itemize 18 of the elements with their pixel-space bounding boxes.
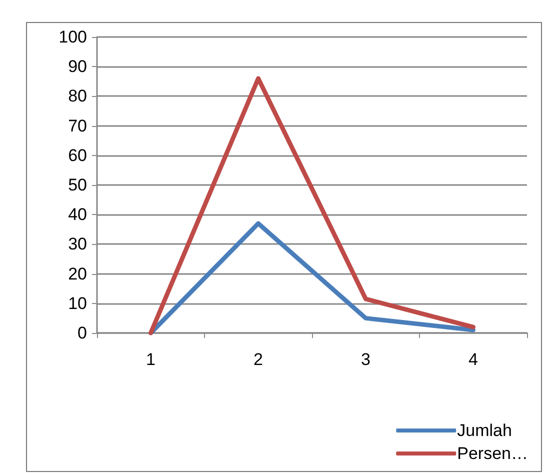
y-tick-label: 80	[68, 86, 87, 106]
y-tick-label: 0	[78, 324, 87, 342]
y-tick-label: 60	[68, 146, 87, 165]
y-tick-label: 40	[68, 205, 87, 224]
y-tick-label: 50	[68, 176, 87, 194]
x-tick-label: 1	[146, 350, 156, 369]
y-tick-label: 90	[68, 57, 87, 76]
y-tick-label: 30	[68, 234, 87, 254]
y-tick-label: 100	[58, 28, 87, 46]
x-tick-label: 3	[361, 350, 370, 369]
y-tick-label: 20	[68, 264, 87, 284]
line-series	[148, 76, 476, 336]
legend-label: Persen…	[457, 444, 528, 463]
x-tick-label: 2	[254, 350, 263, 369]
x-tick-label: 4	[468, 350, 478, 369]
y-tick-label: 10	[68, 294, 87, 313]
y-tick-label: 70	[68, 116, 87, 136]
legend-label: Jumlah	[457, 421, 512, 440]
